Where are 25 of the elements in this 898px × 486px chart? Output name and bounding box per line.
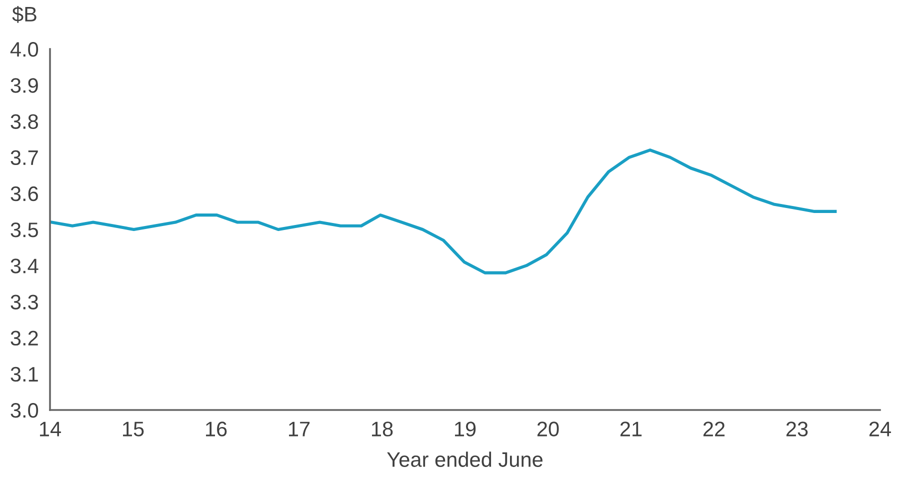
line-series	[50, 148, 837, 274]
x-axis-title: Year ended June	[387, 452, 542, 467]
x-tick-label: 23	[786, 422, 808, 436]
x-tick-label: 19	[455, 422, 476, 436]
x-tick-label: 22	[703, 422, 725, 436]
y-axis-title: $B	[12, 6, 36, 23]
x-tick-label: 15	[123, 422, 144, 436]
x-tick-label: 24	[869, 422, 891, 436]
y-tick-label: 3.2	[10, 330, 38, 346]
y-tick-label: 3.7	[10, 150, 38, 166]
x-tick-label: 17	[289, 422, 310, 436]
y-tick-label: 3.5	[10, 222, 38, 238]
x-tick-label: 14	[40, 422, 61, 436]
y-tick-label: 4.0	[10, 42, 38, 57]
y-tick-label: 3.1	[10, 366, 38, 382]
y-tick-label: 3.3	[10, 294, 38, 310]
y-tick-label: 3.4	[10, 258, 38, 274]
y-tick-label: 3.6	[10, 186, 38, 202]
x-tick-label: 18	[372, 422, 393, 436]
x-tick-label: 21	[620, 422, 642, 436]
y-tick-label: 3.0	[10, 403, 38, 418]
x-tick-label: 20	[537, 422, 559, 436]
y-tick-label: 3.9	[10, 78, 38, 93]
x-tick-label: 16	[206, 422, 227, 436]
y-tick-label: 3.8	[10, 114, 38, 129]
